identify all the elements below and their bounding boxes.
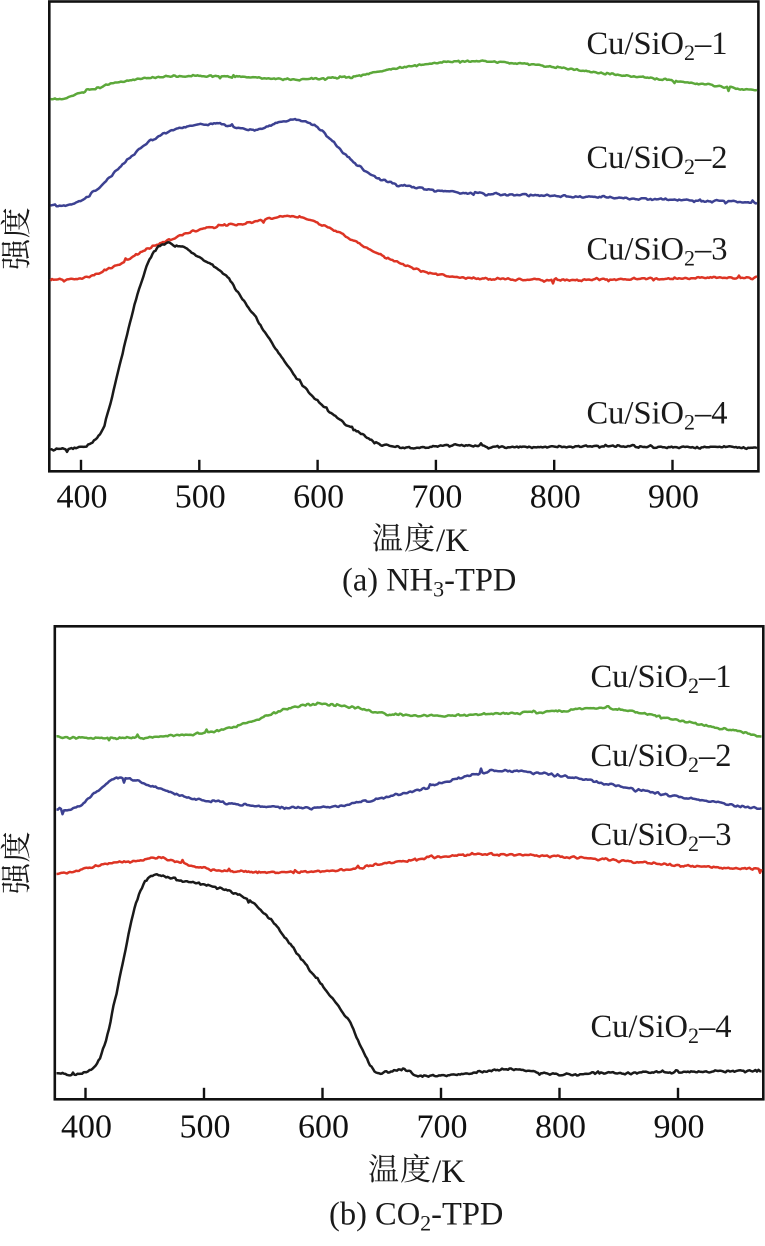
svg-text:400: 400 [61,1108,112,1145]
svg-text:Cu/SiO2–1: Cu/SiO2–1 [591,659,732,698]
svg-text:Cu/SiO2–2: Cu/SiO2–2 [587,140,728,179]
svg-text:500: 500 [180,1108,231,1145]
svg-text:/K: /K [432,1154,465,1190]
svg-text:600: 600 [298,1108,349,1145]
svg-text:/K: /K [436,523,469,559]
svg-text:800: 800 [535,1108,586,1145]
svg-text:Cu/SiO2–2: Cu/SiO2–2 [591,738,732,777]
svg-text:900: 900 [648,479,699,516]
svg-text:(b) CO2-TPD: (b) CO2-TPD [329,1197,503,1236]
svg-text:700: 700 [411,479,462,516]
svg-text:500: 500 [175,479,226,516]
svg-text:Cu/SiO2–1: Cu/SiO2–1 [587,26,728,65]
svg-text:600: 600 [293,479,344,516]
svg-text:800: 800 [530,479,581,516]
svg-text:Cu/SiO2–4: Cu/SiO2–4 [591,1009,732,1048]
svg-text:Cu/SiO2–3: Cu/SiO2–3 [587,231,728,270]
svg-text:700: 700 [417,1108,468,1145]
svg-text:400: 400 [57,479,108,516]
svg-text:(a) NH3-TPD: (a) NH3-TPD [342,563,516,602]
svg-text:900: 900 [654,1108,705,1145]
svg-text:Cu/SiO2–4: Cu/SiO2–4 [587,396,728,435]
svg-text:Cu/SiO2–3: Cu/SiO2–3 [591,817,732,856]
